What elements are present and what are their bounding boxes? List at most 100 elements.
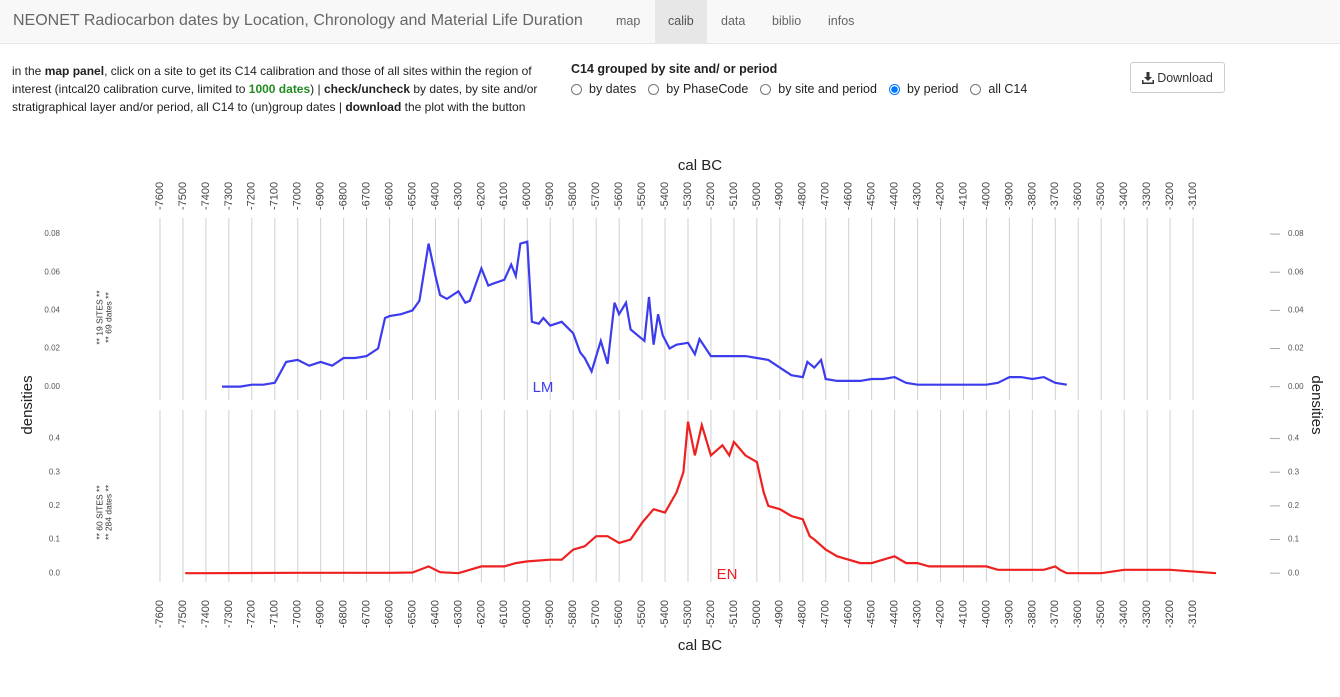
nav-tab[interactable]: biblio [772,14,802,28]
x-tick-label: -7300 [223,182,235,210]
x-tick-label: -5600 [613,600,625,628]
x-tick-label: -3600 [1072,600,1084,628]
bold-text: map panel [44,64,105,78]
radio-button[interactable] [970,83,982,95]
radio-button[interactable] [760,83,772,95]
x-tick-label: -5700 [590,600,602,628]
x-tick-label: -6900 [315,600,327,628]
series-label: LM [533,379,554,396]
grouping-control: C14 grouped by site and/ or period by da… [571,62,1039,98]
text: ) | [310,82,324,96]
nav-tab[interactable]: data [721,14,746,28]
radio-button[interactable] [888,83,900,95]
x-tick-label: -4100 [957,600,969,628]
x-tick-label: -3500 [1095,182,1107,210]
radio-option[interactable]: by period [888,82,958,96]
x-tick-label: -6300 [452,600,464,628]
x-tick-label: -5100 [728,182,740,210]
density-line [185,420,1217,575]
x-tick-label: -6500 [406,182,418,210]
radio-option[interactable]: by dates [571,82,636,96]
x-tick-label: -4100 [957,182,969,210]
x-tick-label: -6700 [360,182,372,210]
nav-tab[interactable]: calib [655,0,707,43]
y-tick-label: 0.08 [44,229,60,238]
y-tick-label-right: 0.1 [1288,535,1300,544]
x-tick-label: -3300 [1141,600,1153,628]
x-tick-label: -3300 [1141,182,1153,210]
x-tick-label: -6600 [383,182,395,210]
download-button[interactable]: Download [1130,62,1225,93]
x-tick-label: -6400 [429,600,441,628]
y-tick-label: 0.02 [44,344,60,353]
x-tick-label: -5200 [705,182,717,210]
x-tick-label: -7300 [223,600,235,628]
x-tick-label: -4700 [820,182,832,210]
x-tick-label: -7000 [292,182,304,210]
x-tick-label: -3700 [1049,600,1061,628]
panel-annotation: ** 284 dates ** [103,484,113,540]
option-label: by PhaseCode [666,82,749,96]
x-tick-label: -4000 [980,182,992,210]
text: in the [12,64,45,78]
y-tick-label: 0.4 [49,434,61,443]
y-tick-label: 0.1 [49,535,61,544]
x-tick-label: -4900 [774,600,786,628]
x-tick-label: -5700 [590,182,602,210]
x-tick-label: -6600 [383,600,395,628]
x-tick-label: -6900 [315,182,327,210]
x-tick-label: -6300 [452,182,464,210]
nav-tab[interactable]: infos [828,14,855,28]
button-label: Download [1157,70,1213,85]
x-tick-label: -5300 [682,600,694,628]
y-tick-label-right: 0.0 [1288,568,1300,577]
x-tick-label: -5500 [636,182,648,210]
y-tick-label: 0.00 [44,382,60,391]
radio-option[interactable]: by PhaseCode [648,82,748,96]
x-tick-label: -3600 [1072,182,1084,210]
radio-button[interactable] [571,83,582,95]
x-tick-label: -4300 [911,182,923,210]
x-tick-label: -6200 [475,182,487,210]
x-tick-label: -5900 [544,600,556,628]
panel-annotation: ** 19 SITES ** [94,290,104,345]
x-tick-label: -4700 [820,600,832,628]
x-tick-label: -5900 [544,182,556,210]
x-tick-label: -5100 [728,600,740,628]
x-tick-label: -3400 [1118,182,1130,210]
density-line [222,240,1067,388]
x-tick-label: -4000 [980,600,992,628]
y-tick-label-right: 0.06 [1288,267,1304,276]
x-tick-label: -3800 [1026,182,1038,210]
x-tick-label: -5000 [751,600,763,628]
x-tick-label: -5800 [567,600,579,628]
radio-button[interactable] [648,83,660,95]
x-tick-label: -3700 [1049,182,1061,210]
y-tick-label: 0.3 [49,467,61,476]
text: , click on a site to get its C14 calibra… [12,64,532,96]
x-tick-label: -6700 [360,600,372,628]
bold-text: check/uncheck [323,82,410,96]
grouping-label: C14 grouped by site and/ or period [571,62,778,76]
x-tick-label: -5400 [659,600,671,628]
x-tick-label: -7100 [269,600,281,628]
x-tick-label: -4300 [911,600,923,628]
app-title: NEONET Radiocarbon dates by Location, Ch… [13,12,583,29]
y-tick-label-right: 0.3 [1288,467,1300,476]
x-tick-label: -4800 [797,600,809,628]
radio-option[interactable]: all C14 [970,82,1027,96]
x-tick-label: -3100 [1187,182,1199,210]
x-tick-label: -4600 [843,182,855,210]
option-label: all C14 [988,82,1028,96]
highlight-text: 1000 dates [248,82,311,96]
nav-tab[interactable]: map [616,14,641,28]
y-tick-label: 0.0 [49,568,61,577]
x-tick-label: -7600 [154,600,166,628]
x-tick-label: -6500 [406,600,418,628]
panel-annotation: ** 60 SITES ** [94,485,104,540]
x-tick-label: -6100 [498,182,510,210]
x-tick-label: -7400 [200,182,212,210]
radio-option[interactable]: by site and period [760,82,877,96]
x-axis-title: cal BC [678,637,722,654]
